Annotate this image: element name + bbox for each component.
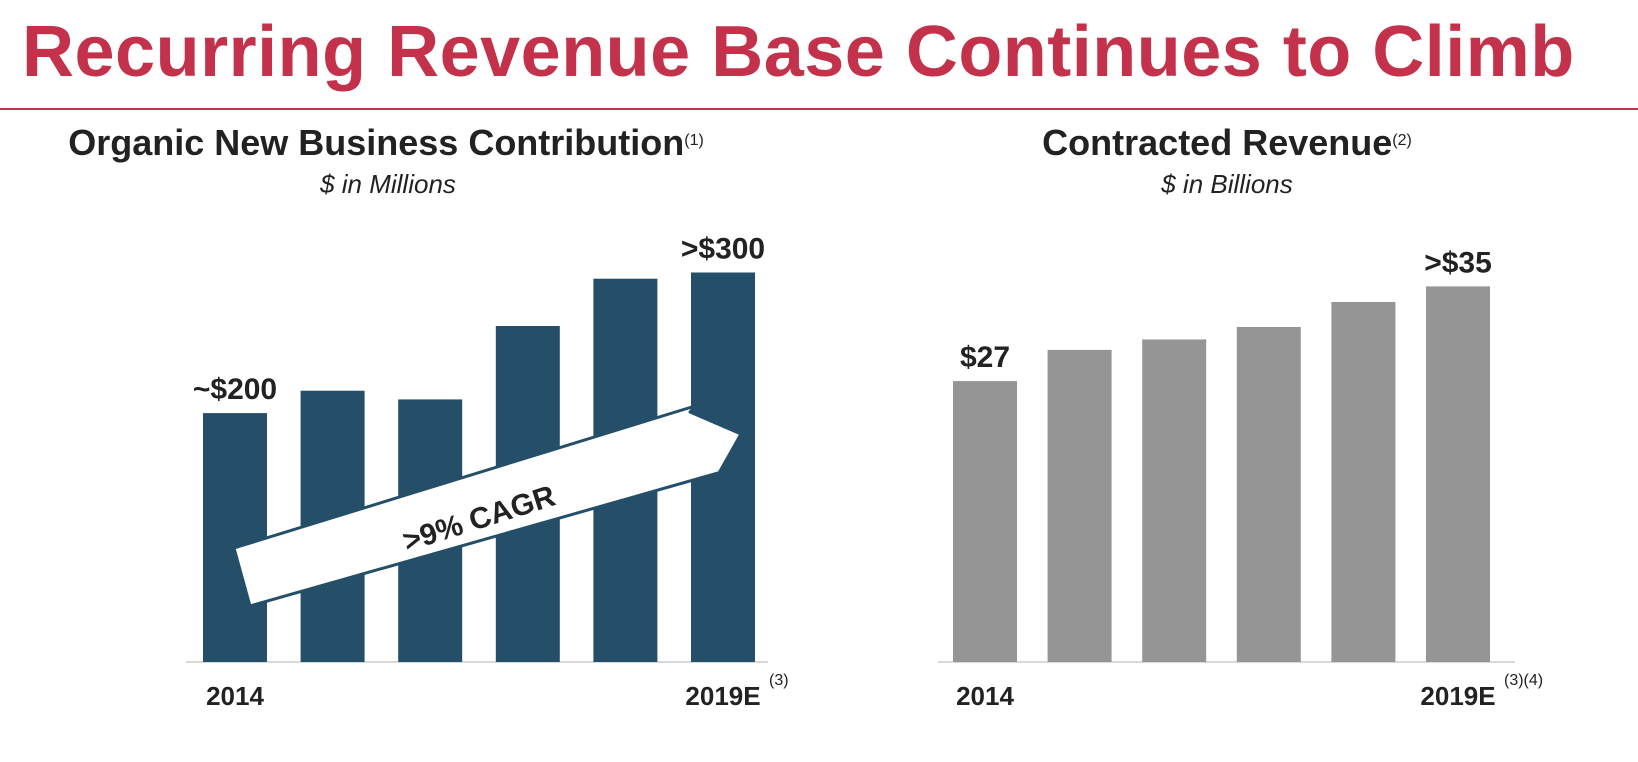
bar: [953, 381, 1017, 662]
chart-title-text: Contracted Revenue: [1042, 122, 1393, 163]
title-divider: [0, 108, 1638, 110]
chart-subtitle: $ in Billions: [1161, 169, 1293, 199]
bar: [1331, 301, 1396, 662]
chart-title-footnote: (2): [1392, 132, 1412, 149]
data-label: >$35: [1424, 246, 1492, 279]
chart-title-text: Organic New Business Contribution: [68, 122, 685, 163]
bar: [1426, 286, 1490, 662]
bar-chart-plot: $27 2014 >$35 2019E (3)(4): [938, 246, 1543, 711]
x-tick-label: 2014: [956, 681, 1014, 711]
bar: [1236, 326, 1301, 662]
chart-title: Contracted Revenue(2): [818, 120, 1636, 166]
chart-subtitle: $ in Millions: [320, 169, 456, 199]
bar: [1047, 349, 1112, 662]
chart-title-footnote: (1): [684, 132, 704, 149]
x-tick-footnote: (3): [769, 672, 789, 689]
x-tick-footnote: (3)(4): [1504, 672, 1543, 689]
bar: [203, 413, 267, 662]
data-label: >$300: [681, 232, 765, 265]
bar: [1142, 339, 1207, 662]
data-label: $27: [960, 341, 1010, 374]
data-label: ~$200: [193, 373, 277, 406]
cagr-arrow: [232, 404, 743, 608]
page-title: Recurring Revenue Base Continues to Clim…: [22, 12, 1575, 92]
chart-contracted-revenue: Contracted Revenue(2) $ in Billions $27 2…: [820, 120, 1638, 762]
x-tick-label: 2019E: [685, 681, 760, 711]
x-tick-label: 2019E: [1420, 681, 1495, 711]
chart-title: Organic New Business Contribution(1): [0, 120, 796, 166]
x-tick-label: 2014: [206, 681, 264, 711]
chart-organic-new-business: Organic New Business Contribution(1) $ i…: [0, 120, 820, 762]
